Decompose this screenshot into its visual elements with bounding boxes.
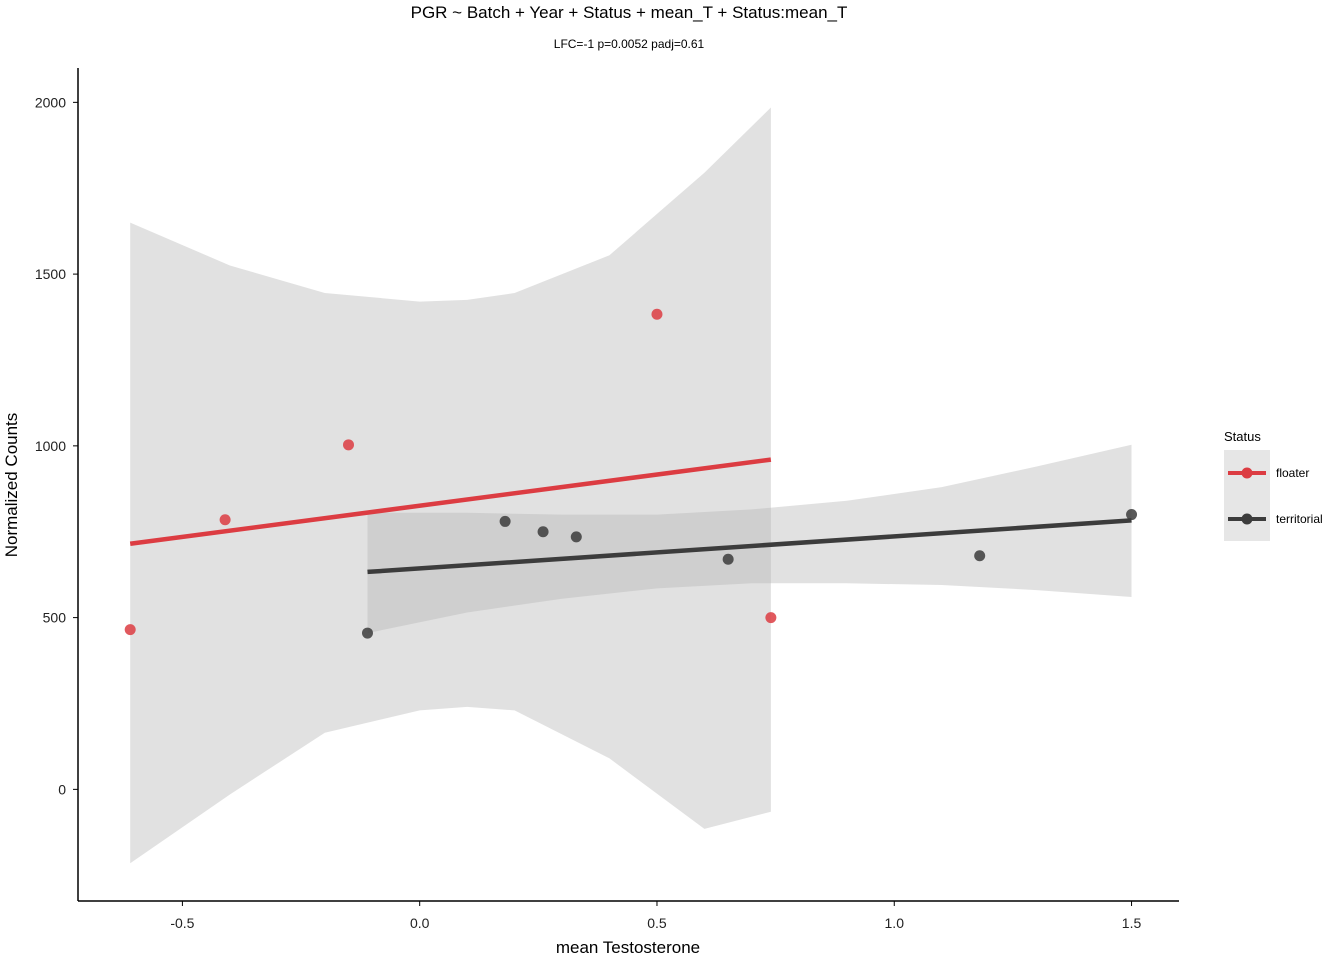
x-tick-label: 0.5 [647,915,667,931]
data-point-floater [124,624,136,636]
chart-title: PGR ~ Batch + Year + Status + mean_T + S… [411,3,848,22]
x-tick-label: 0.0 [410,915,430,931]
confidence-band-floater [130,107,771,864]
legend-key-point-floater [1241,467,1253,479]
data-point-territorial [722,553,734,565]
legend-key-background [1224,450,1270,541]
x-tick-label: 1.5 [1122,915,1142,931]
plot-area [124,107,1138,864]
x-axis-title: mean Testosterone [556,938,700,957]
y-axis-title: Normalized Counts [2,413,21,558]
data-point-territorial [499,515,511,527]
confidence-band-territorial [367,444,1132,634]
y-tick-label: 0 [58,781,66,797]
data-point-territorial [361,627,373,639]
fit-line-floater [129,457,772,546]
data-point-floater [651,308,663,320]
legend-label-territorial: territorial [1276,512,1323,526]
data-point-territorial [537,526,549,538]
axis-ticks: -0.5 0.0 0.5 1.0 1.5 0 500 1000 1500 2000 [35,94,1142,931]
y-tick-label: 1500 [35,266,66,282]
y-tick-label: 2000 [35,94,66,110]
legend: Status floater territorial [1224,429,1323,541]
y-tick-label: 1000 [35,438,66,454]
y-tick-label: 500 [43,610,67,626]
legend-items: floater territorial [1228,466,1323,526]
data-point-territorial [570,531,582,543]
data-point-floater [343,439,355,451]
x-tick-label: -0.5 [170,915,194,931]
data-point-floater [765,612,777,624]
legend-label-floater: floater [1276,466,1309,480]
fit-line-territorial [367,518,1132,575]
data-point-floater [219,514,231,526]
data-point-territorial [1126,509,1138,521]
x-tick-label: 1.0 [885,915,905,931]
chart-subtitle: LFC=-1 p=0.0052 padj=0.61 [554,37,705,51]
legend-key-point-territorial [1241,513,1253,525]
legend-title: Status [1224,429,1261,444]
data-point-territorial [974,550,986,562]
